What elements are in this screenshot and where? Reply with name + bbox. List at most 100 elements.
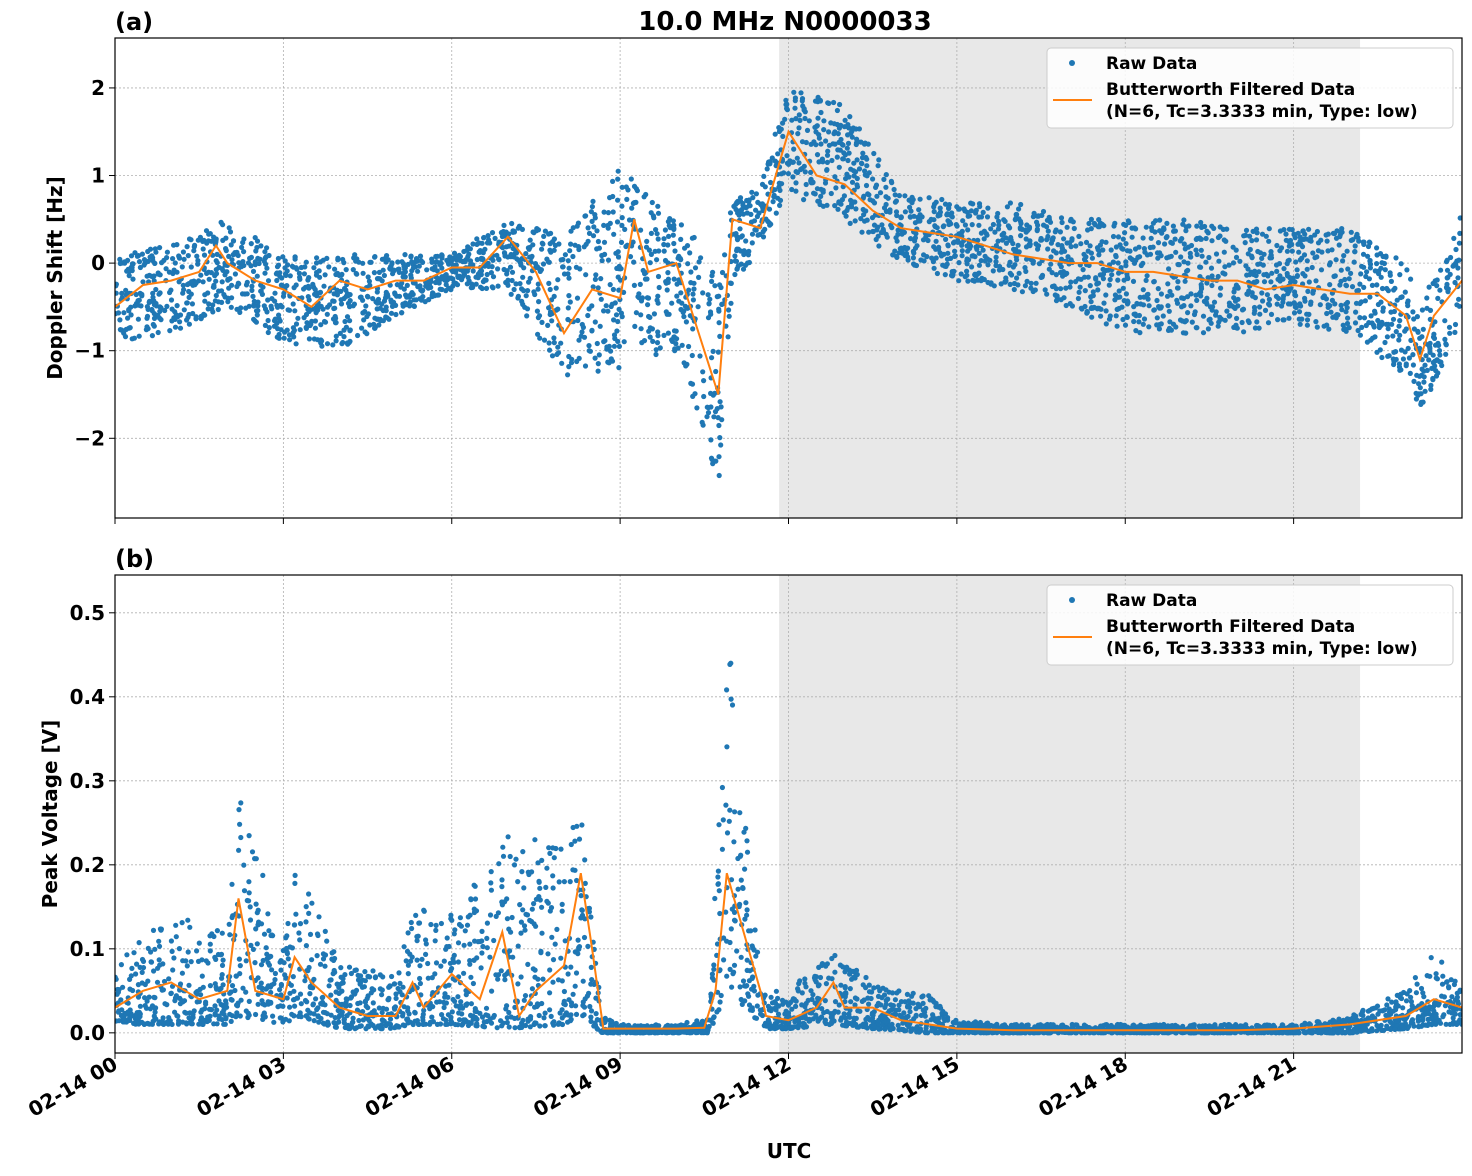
raw-point — [323, 272, 328, 277]
raw-point — [1278, 278, 1283, 283]
raw-point — [1374, 282, 1379, 287]
raw-point — [380, 1010, 385, 1015]
raw-point — [345, 997, 350, 1002]
raw-point — [773, 159, 778, 164]
raw-point — [180, 291, 185, 296]
raw-point — [585, 313, 590, 318]
raw-point — [1281, 317, 1286, 322]
raw-point — [166, 1015, 171, 1020]
raw-point — [512, 1025, 517, 1030]
raw-point — [307, 965, 312, 970]
raw-point — [156, 330, 161, 335]
raw-point — [596, 239, 601, 244]
raw-point — [211, 285, 216, 290]
raw-point — [999, 281, 1004, 286]
raw-point — [1181, 259, 1186, 264]
raw-point — [180, 958, 185, 963]
raw-point — [1325, 248, 1330, 253]
raw-point — [373, 974, 378, 979]
raw-point — [871, 151, 876, 156]
raw-point — [573, 984, 578, 989]
raw-point — [387, 983, 392, 988]
raw-point — [510, 955, 515, 960]
raw-point — [207, 277, 212, 282]
raw-point — [721, 957, 726, 962]
raw-point — [484, 1006, 489, 1011]
raw-point — [181, 249, 186, 254]
raw-point — [509, 292, 514, 297]
raw-point — [1443, 352, 1448, 357]
raw-point — [1428, 387, 1433, 392]
raw-point — [372, 270, 377, 275]
raw-point — [736, 263, 741, 268]
raw-point — [214, 236, 219, 241]
raw-point — [561, 264, 566, 269]
raw-point — [266, 318, 271, 323]
raw-point — [644, 239, 649, 244]
raw-point — [892, 187, 897, 192]
raw-point — [1125, 300, 1130, 305]
raw-point — [614, 312, 619, 317]
raw-point — [468, 896, 473, 901]
raw-point — [1144, 225, 1149, 230]
raw-point — [1435, 357, 1440, 362]
raw-point — [152, 302, 157, 307]
raw-point — [609, 1019, 614, 1024]
raw-point — [229, 882, 234, 887]
raw-point — [619, 204, 624, 209]
raw-point — [139, 292, 144, 297]
raw-point — [283, 273, 288, 278]
raw-point — [1209, 266, 1214, 271]
raw-point — [1442, 337, 1447, 342]
raw-point — [654, 347, 659, 352]
raw-point — [313, 318, 318, 323]
raw-point — [932, 209, 937, 214]
raw-point — [1243, 240, 1248, 245]
raw-point — [304, 904, 309, 909]
raw-point — [213, 1011, 218, 1016]
raw-point — [733, 231, 738, 236]
raw-point — [812, 125, 817, 130]
raw-point — [209, 270, 214, 275]
raw-point — [502, 977, 507, 982]
raw-point — [1167, 289, 1172, 294]
raw-point — [295, 316, 300, 321]
raw-point — [285, 921, 290, 926]
raw-point — [1216, 259, 1221, 264]
raw-point — [1415, 314, 1420, 319]
raw-point — [416, 1022, 421, 1027]
raw-point — [155, 966, 160, 971]
raw-point — [576, 338, 581, 343]
raw-point — [436, 292, 441, 297]
raw-point — [985, 206, 990, 211]
raw-point — [482, 247, 487, 252]
raw-point — [1366, 320, 1371, 325]
raw-point — [1178, 254, 1183, 259]
y-tick-label: 0.1 — [70, 937, 105, 961]
raw-point — [1111, 223, 1116, 228]
raw-point — [1438, 268, 1443, 273]
raw-point — [437, 999, 442, 1004]
raw-point — [238, 963, 243, 968]
raw-point — [127, 977, 132, 982]
raw-point — [560, 902, 565, 907]
raw-point — [666, 234, 671, 239]
raw-point — [180, 971, 185, 976]
raw-point — [291, 330, 296, 335]
raw-point — [1302, 299, 1307, 304]
raw-point — [145, 1021, 150, 1026]
raw-point — [861, 212, 866, 217]
raw-point — [522, 923, 527, 928]
raw-point — [384, 253, 389, 258]
raw-point — [272, 291, 277, 296]
raw-point — [237, 971, 242, 976]
raw-point — [527, 247, 532, 252]
raw-point — [525, 306, 530, 311]
raw-point — [1319, 267, 1324, 272]
raw-point — [485, 240, 490, 245]
raw-point — [931, 244, 936, 249]
raw-point — [711, 349, 716, 354]
